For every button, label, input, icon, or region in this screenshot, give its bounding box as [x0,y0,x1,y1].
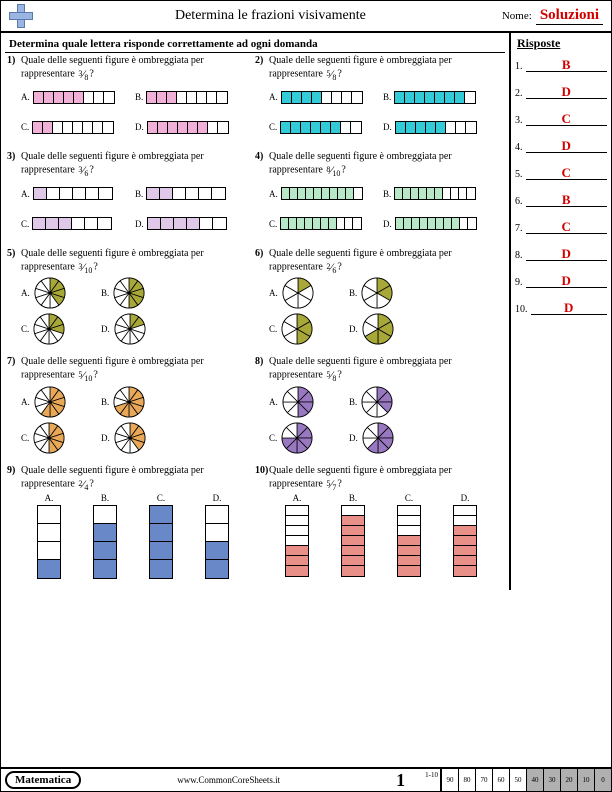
fraction-pie [280,421,314,455]
fraction-bar [146,91,228,104]
fraction-bar [33,187,113,200]
fraction-pie [112,385,146,419]
fraction-vbar [397,505,421,577]
answer-5: 5.C [515,165,607,180]
fraction-pie [361,421,395,455]
answer-6: 6.B [515,192,607,207]
instruction: Determina quale lettera risponde corrett… [5,36,505,53]
page-number: 1 [396,770,405,791]
fraction-pie [112,276,146,310]
fraction-vbar [37,505,61,579]
fraction-pie [113,421,147,455]
question-2: 2)Quale delle seguenti figure è ombreggi… [253,53,501,149]
subject-badge: Matematica [5,771,81,789]
solutions-label: Soluzioni [536,7,603,25]
fraction-bar [395,217,477,230]
fraction-pie [281,276,315,310]
fraction-bar [394,91,476,104]
fraction-bar [281,91,363,104]
answers-sidebar: Risposte 1.B 2.D 3.C 4.D 5.C 6.B 7.C 8.D 9.D 10.D [509,33,611,590]
fraction-bar [395,121,477,134]
fraction-bar [32,121,114,134]
fraction-pie [32,421,66,455]
fraction-pie [113,312,147,346]
question-7: 7)Quale delle seguenti figure è ombreggi… [5,354,253,462]
fraction-pie [361,312,395,346]
cross-icon [9,4,33,28]
question-9: 9)Quale delle seguenti figure è ombreggi… [5,463,253,587]
question-3: 3)Quale delle seguenti figure è ombreggi… [5,149,253,245]
question-10: 10)Quale delle seguenti figure è ombregg… [253,463,501,587]
fraction-pie [281,385,315,419]
fraction-pie [33,385,67,419]
answers-title: Risposte [513,36,609,51]
fraction-vbar [453,505,477,577]
fraction-pie [360,385,394,419]
fraction-vbar [341,505,365,577]
answer-2: 2.D [515,84,607,99]
answer-7: 7.C [515,219,607,234]
question-1: 1)Quale delle seguenti figure è ombreggi… [5,53,253,149]
answer-3: 3.C [515,111,607,126]
answer-4: 4.D [515,138,607,153]
fraction-bar [280,121,362,134]
answer-8: 8.D [515,246,607,261]
fraction-bar [280,217,362,230]
name-label: Nome: [502,10,532,22]
page-title: Determina le frazioni visivamente [39,8,502,24]
fraction-pie [360,276,394,310]
fraction-bar [147,121,229,134]
header: Determina le frazioni visivamente Nome: … [1,1,611,33]
fraction-bar [394,187,476,200]
answer-1: 1.B [515,57,607,72]
fraction-bar [146,187,226,200]
fraction-pie [32,312,66,346]
fraction-pie [280,312,314,346]
fraction-pie [33,276,67,310]
fraction-vbar [285,505,309,577]
question-8: 8)Quale delle seguenti figure è ombreggi… [253,354,501,462]
fraction-bar [147,217,227,230]
main-content: Determina quale lettera risponde corrett… [1,33,509,590]
fraction-vbar [93,505,117,579]
question-5: 5)Quale delle seguenti figure è ombreggi… [5,246,253,354]
fraction-bar [33,91,115,104]
answer-10: 10.D [515,300,607,315]
fraction-vbar [149,505,173,579]
footer: Matematica www.CommonCoreSheets.it 1 1-1… [1,767,611,791]
fraction-vbar [205,505,229,579]
worksheet-page: Determina le frazioni visivamente Nome: … [0,0,612,792]
question-4: 4)Quale delle seguenti figure è ombreggi… [253,149,501,245]
fraction-bar [281,187,363,200]
footer-url: www.CommonCoreSheets.it [81,775,376,785]
score-label: 1-10 [425,769,440,779]
fraction-bar [32,217,112,230]
question-6: 6)Quale delle seguenti figure è ombreggi… [253,246,501,354]
score-grid: 9080706050403020100 [440,769,611,791]
answer-9: 9.D [515,273,607,288]
